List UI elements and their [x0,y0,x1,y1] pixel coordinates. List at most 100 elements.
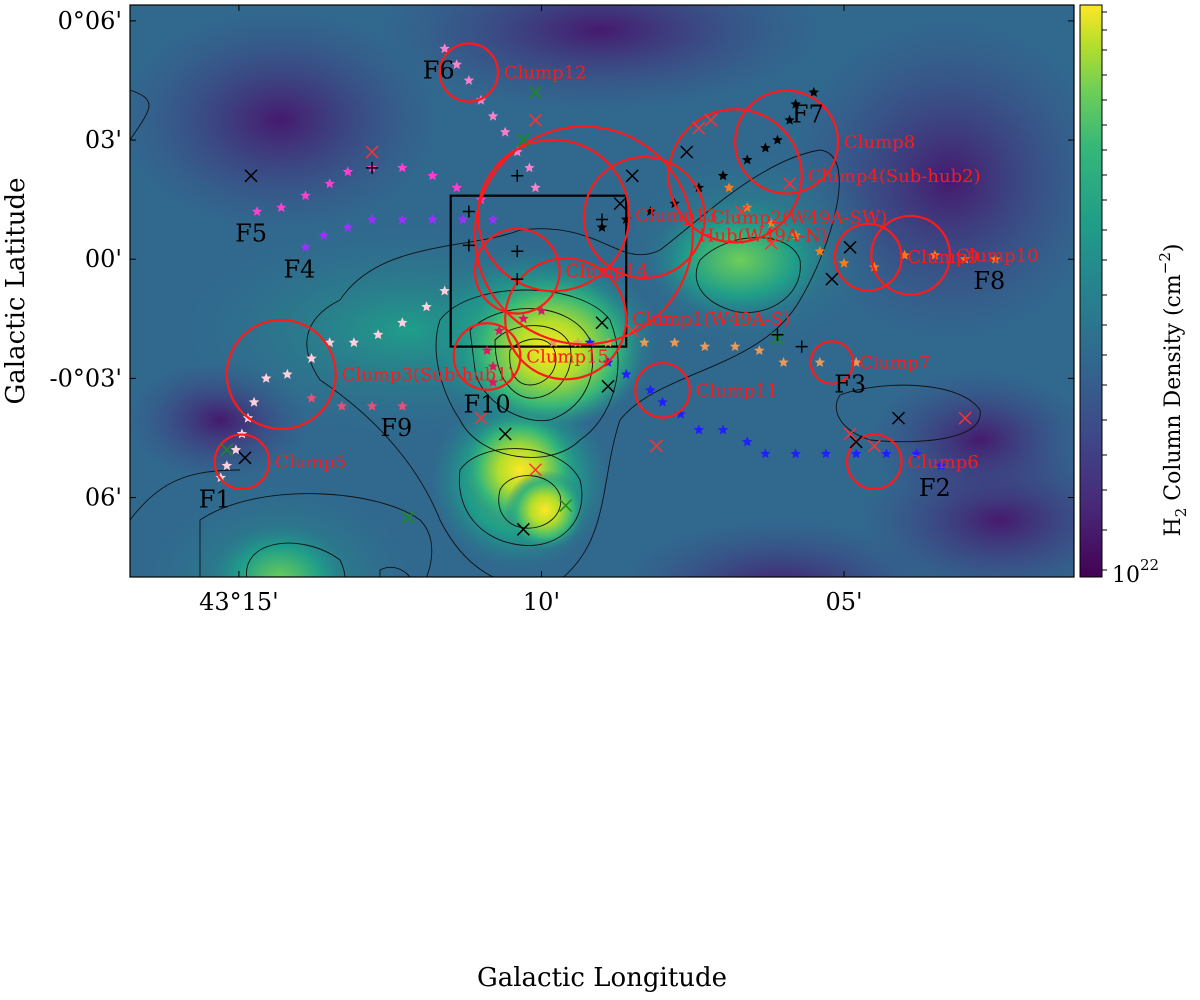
filament-point [838,257,850,268]
source-plus-marker [366,161,379,174]
source-plus-marker [462,205,475,218]
clump-circle [582,155,706,280]
filament-point [820,448,832,459]
colorbar-ticks [1102,11,1107,571]
filament-point [342,221,354,232]
clump-label: Clump12 [504,63,587,84]
clump-label: Clump4(Sub-hub2) [808,166,981,187]
source-marker [764,236,778,250]
source-marker [244,169,258,183]
source-marker [613,197,627,211]
source-markers [220,85,972,536]
clump-label: Clump2(W49A-SW) [711,208,888,229]
filament-point [451,59,462,69]
filament-point [397,162,408,173]
filament-point [427,170,438,181]
filament-f4 [300,214,499,252]
filament-point [366,214,378,224]
clump-circle [845,433,903,491]
clump-label: Clump1(W49A-S) [632,309,790,330]
x-tick-label: 10' [523,588,560,616]
source-marker [891,411,906,425]
clump-label: Clump10 [956,245,1039,266]
filament-point [760,448,771,459]
source-plus-marker [795,340,808,353]
plot-frame [129,4,1075,578]
clump-circle [452,322,522,391]
x-tick-label: 43°15' [199,588,279,616]
filament-point [397,317,408,328]
source-marker [365,145,379,159]
clump-label: Clump3(Sub-hub1) [342,364,515,385]
filament-point [814,357,826,367]
source-marker [704,113,718,127]
filament-point [959,253,971,264]
filament-point [723,182,735,193]
source-marker [528,85,542,99]
x-axis-ticks: 43°15' 10' 05' [199,5,863,616]
filament-point [397,214,408,224]
source-marker [867,439,881,453]
filament-point [699,341,711,352]
source-marker [474,411,488,425]
filament-point [276,202,287,212]
filament-point [784,114,795,125]
source-marker [692,121,706,135]
filament-point [935,460,947,471]
filament-point [306,392,317,403]
filament-point [881,448,892,459]
filament-point [717,424,729,435]
filament-label: F3 [834,371,866,399]
colorbar-tick-label: 1022 [1112,556,1159,588]
filament-point [324,178,335,189]
filament-point [427,214,438,224]
filament-point [439,43,450,54]
clump-circle [213,433,271,491]
filament-point [657,396,668,407]
filament-point [397,400,408,411]
source-marker [625,169,639,183]
source-marker [843,240,857,254]
clumps [213,42,972,536]
filament-point [282,368,293,379]
y-tick-label: 0°06' [58,7,122,35]
filament-point [366,400,378,411]
filament-point [772,134,783,145]
clump-label: Hub(W49A-N) [699,225,828,246]
filament-f6 [439,43,541,193]
filament-point [499,126,511,137]
filament-point [742,436,753,447]
colorbar-label: H2 Column Density (cm−2) [1156,244,1190,537]
filament-point [300,241,311,252]
filament-point [869,261,880,272]
filament-point [487,376,499,387]
filament-point [645,384,656,395]
clump-label: Clump7 [859,353,930,374]
filament-label: F1 [199,486,231,514]
filament-point [518,313,529,324]
filament-point [248,396,260,407]
filament-f10 [481,305,547,387]
source-plus-marker [511,169,524,182]
clump-circle [473,125,694,346]
filament-point [669,337,680,348]
clump-label: Clump5 [275,452,346,473]
filament-point [318,229,329,240]
filament-point [790,448,801,459]
y-tick-label: 00' [85,245,122,273]
source-marker [401,510,415,524]
x-tick-label: 05' [825,588,862,616]
source-plus-marker [462,239,475,252]
filament-point [717,170,729,181]
filament-point [451,182,462,193]
clump-circle [809,340,855,385]
filament-point [814,245,826,256]
clump-circle [438,42,500,103]
filament-point [236,428,248,439]
source-marker [649,439,663,453]
source-plus-marker [771,328,784,341]
source-marker [958,411,972,425]
filament-point [439,285,450,296]
filament-point [596,221,608,232]
